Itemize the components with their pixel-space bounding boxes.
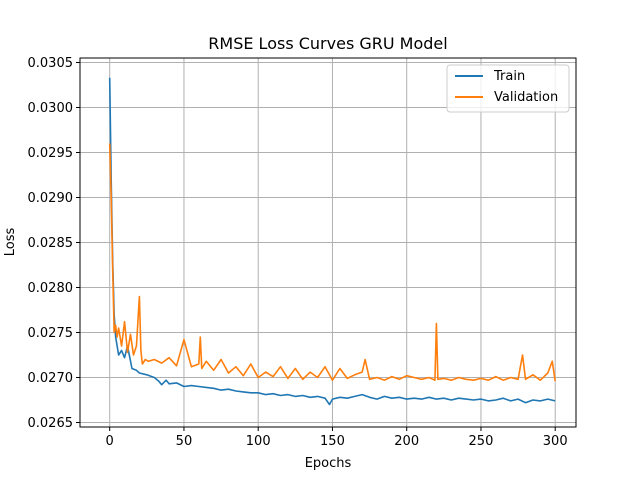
y-tick-label: 0.0275	[28, 326, 74, 341]
x-tick-label: 200	[394, 434, 419, 449]
series-line-validation	[108, 143, 557, 382]
series-layer	[108, 77, 557, 406]
x-tick-label: 0	[106, 434, 114, 449]
x-tick-label: 100	[246, 434, 271, 449]
series-line-train	[108, 77, 556, 406]
x-tick-label: 250	[469, 434, 494, 449]
legend-label-train: Train	[493, 69, 525, 84]
x-tick-label: 300	[543, 434, 568, 449]
y-tick-label: 0.0280	[28, 281, 74, 296]
y-tick-label: 0.0265	[28, 416, 74, 431]
x-axis-ticks: 0 50 100 150 200 250 300	[106, 427, 568, 449]
y-tick-label: 0.0305	[28, 56, 74, 71]
y-tick-label: 0.0285	[28, 236, 74, 251]
x-axis-label: Epochs	[305, 456, 352, 471]
y-tick-label: 0.0290	[28, 191, 74, 206]
y-axis-ticks: 0.0265 0.0270 0.0275 0.0280 0.0285 0.0290 0.02…	[28, 56, 80, 431]
grid-lines	[80, 58, 576, 427]
y-tick-label: 0.0295	[28, 146, 74, 161]
legend: Train Validation	[446, 64, 570, 113]
chart-title: RMSE Loss Curves GRU Model	[208, 34, 447, 53]
y-axis-label: Loss	[3, 228, 18, 257]
x-tick-label: 150	[320, 434, 345, 449]
legend-label-validation: Validation	[494, 90, 558, 105]
x-tick-label: 50	[176, 434, 193, 449]
y-tick-label: 0.0270	[28, 371, 74, 386]
y-tick-label: 0.0300	[28, 101, 74, 116]
